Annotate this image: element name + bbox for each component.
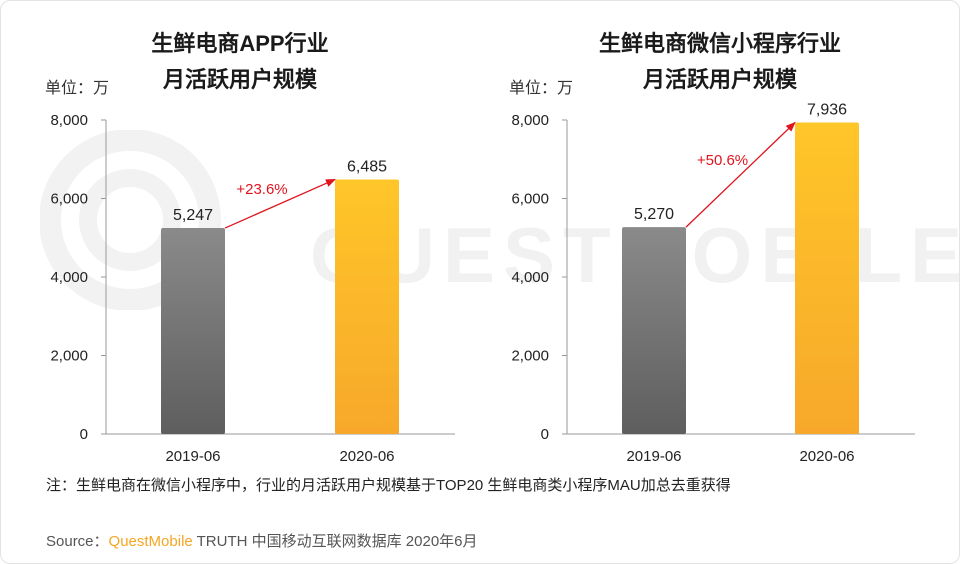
source-line: Source：QuestMobile TRUTH 中国移动互联网数据库 2020… <box>46 530 478 551</box>
bar-value-label: 6,485 <box>347 158 387 175</box>
y-tick-label: 8,000 <box>511 112 549 129</box>
growth-label: +50.6% <box>697 152 748 169</box>
unit-label-miniprogram: 单位：万 <box>509 80 574 97</box>
chart-title-app-line1: 生鲜电商APP行业 <box>151 31 329 56</box>
source-prefix: Source： <box>46 533 109 550</box>
growth-arrow <box>685 121 796 228</box>
y-tick-label: 4,000 <box>50 269 88 286</box>
bar <box>622 227 686 434</box>
chart-title-miniprogram-line1: 生鲜电商微信小程序行业 <box>598 31 841 56</box>
y-tick-label: 8,000 <box>50 112 88 129</box>
bar <box>335 179 399 434</box>
growth-label: +23.6% <box>236 181 287 198</box>
source-brand: QuestMobile <box>108 533 193 550</box>
bar <box>795 122 859 435</box>
x-tick-label: 2020-06 <box>799 448 854 465</box>
source-rest: TRUTH 中国移动互联网数据库 2020年6月 <box>192 533 478 550</box>
unit-label-app: 单位：万 <box>45 80 110 97</box>
footnote: 注：生鲜电商在微信小程序中，行业的月活跃用户规模基于TOP20 生鲜电商类小程序… <box>46 477 731 494</box>
x-tick-label: 2020-06 <box>339 448 394 465</box>
bar-value-label: 5,270 <box>634 206 674 223</box>
y-tick-label: 6,000 <box>50 191 88 208</box>
y-tick-label: 0 <box>80 426 88 443</box>
bar-value-label: 7,936 <box>807 102 847 119</box>
y-tick-label: 0 <box>541 426 549 443</box>
chart-title-miniprogram: 生鲜电商微信小程序行业 月活跃用户规模 <box>540 26 900 98</box>
chart-title-app: 生鲜电商APP行业 月活跃用户规模 <box>60 26 420 98</box>
y-tick-label: 6,000 <box>511 191 549 208</box>
y-tick-label: 2,000 <box>50 348 88 365</box>
bar <box>161 228 225 434</box>
bar-value-label: 5,247 <box>173 207 213 224</box>
chart-title-app-line2: 月活跃用户规模 <box>162 67 317 92</box>
growth-arrow <box>224 178 336 229</box>
x-tick-label: 2019-06 <box>626 448 681 465</box>
y-tick-label: 4,000 <box>511 269 549 286</box>
x-tick-label: 2019-06 <box>165 448 220 465</box>
chart-title-miniprogram-line2: 月活跃用户规模 <box>642 67 797 92</box>
y-tick-label: 2,000 <box>511 348 549 365</box>
